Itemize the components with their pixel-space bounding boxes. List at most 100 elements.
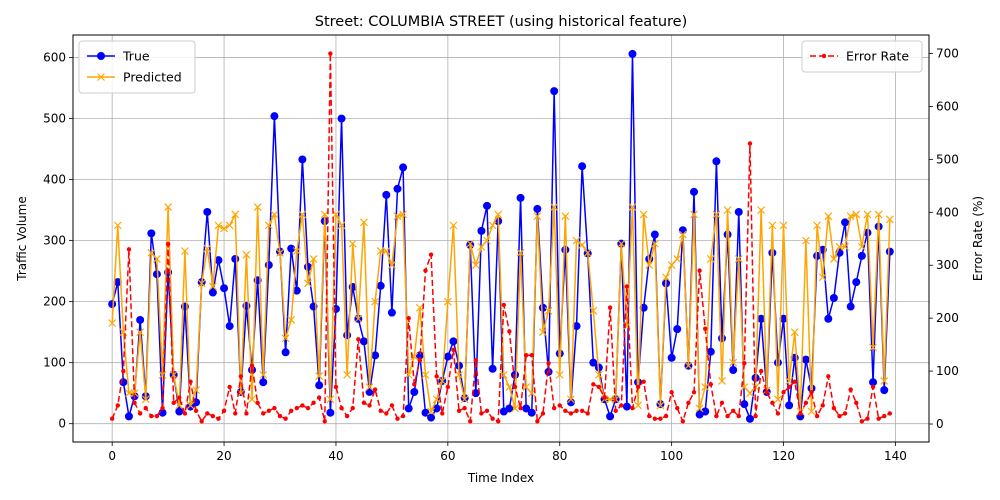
data-point <box>378 408 383 413</box>
data-point <box>164 203 173 211</box>
data-point <box>423 268 428 273</box>
data-point <box>171 400 176 406</box>
data-point <box>356 337 361 342</box>
data-point <box>841 218 850 227</box>
x-tick-label: 60 <box>440 449 455 463</box>
data-point <box>869 343 877 352</box>
y2-tick-label: 500 <box>936 152 959 166</box>
data-point <box>221 408 227 413</box>
data-point <box>596 384 602 390</box>
data-point <box>449 221 458 230</box>
data-point <box>859 419 865 424</box>
x-axis-label: Time Index <box>467 471 534 485</box>
data-point <box>371 351 380 360</box>
data-point <box>583 248 592 257</box>
data-point <box>869 378 878 387</box>
data-point <box>876 416 881 421</box>
data-point <box>781 390 786 395</box>
data-point <box>706 255 715 263</box>
data-point <box>152 255 161 263</box>
data-point <box>193 408 199 413</box>
data-point <box>126 247 132 252</box>
y-tick-label: 500 <box>43 112 66 126</box>
y-tick-label: 600 <box>43 51 66 65</box>
data-point <box>136 315 145 324</box>
legend-marker <box>97 73 105 81</box>
data-point <box>775 411 781 416</box>
data-point <box>382 247 391 255</box>
data-point <box>337 221 346 230</box>
data-point <box>205 411 210 416</box>
data-point <box>606 412 615 421</box>
data-point <box>647 413 652 419</box>
data-point <box>516 248 525 257</box>
legend-marker <box>821 53 827 59</box>
data-point <box>684 361 693 370</box>
data-point <box>384 411 389 416</box>
data-point <box>415 303 424 312</box>
x-tick-label: 120 <box>772 449 795 463</box>
data-point <box>473 358 479 363</box>
data-point <box>786 384 792 390</box>
data-point <box>557 403 562 408</box>
y2-axis-label: Error Rate (%) <box>971 196 985 281</box>
data-point <box>339 405 344 411</box>
data-point <box>742 360 747 366</box>
data-point <box>471 261 480 269</box>
data-point <box>697 268 702 273</box>
data-point <box>579 408 585 413</box>
data-point <box>165 241 171 247</box>
data-point <box>488 221 497 230</box>
data-point <box>801 355 810 364</box>
legend-right: Error Rate <box>801 40 923 73</box>
data-point <box>678 226 687 235</box>
data-point <box>757 314 766 323</box>
data-point <box>540 411 546 416</box>
data-point <box>779 314 788 323</box>
data-point <box>746 389 754 398</box>
data-point <box>315 381 324 390</box>
data-point <box>561 212 570 221</box>
data-point <box>719 400 725 406</box>
data-point <box>119 378 128 387</box>
data-point <box>747 141 753 146</box>
data-point <box>686 400 691 406</box>
data-point <box>266 408 272 413</box>
y2-tick-label: 200 <box>936 311 959 325</box>
data-point <box>182 411 188 416</box>
data-point <box>287 316 296 324</box>
data-point <box>348 239 357 248</box>
data-point <box>432 395 441 404</box>
data-point <box>387 308 396 317</box>
data-point <box>770 400 775 406</box>
data-point <box>803 400 809 406</box>
data-point <box>870 384 876 390</box>
data-point <box>510 370 519 379</box>
data-point <box>734 207 743 216</box>
y-axis-label: Traffic Volume <box>15 196 29 282</box>
data-point <box>281 334 290 343</box>
data-point <box>842 411 848 416</box>
data-point <box>259 370 268 379</box>
data-point <box>344 413 350 419</box>
data-point <box>854 400 859 406</box>
data-point <box>404 404 413 413</box>
data-point <box>785 401 794 410</box>
data-point <box>723 206 732 215</box>
data-point <box>412 382 417 387</box>
x-tick-label: 140 <box>884 449 907 463</box>
data-point <box>421 370 430 379</box>
data-point <box>622 402 631 411</box>
data-point <box>225 322 234 331</box>
data-point <box>578 162 587 171</box>
data-point <box>460 395 469 404</box>
data-point <box>818 273 827 282</box>
y2-tick-label: 300 <box>936 258 959 272</box>
data-point <box>197 279 206 288</box>
data-point <box>281 348 290 357</box>
data-point <box>393 184 402 193</box>
data-point <box>141 395 150 404</box>
data-point <box>456 408 462 413</box>
data-point <box>328 51 333 56</box>
